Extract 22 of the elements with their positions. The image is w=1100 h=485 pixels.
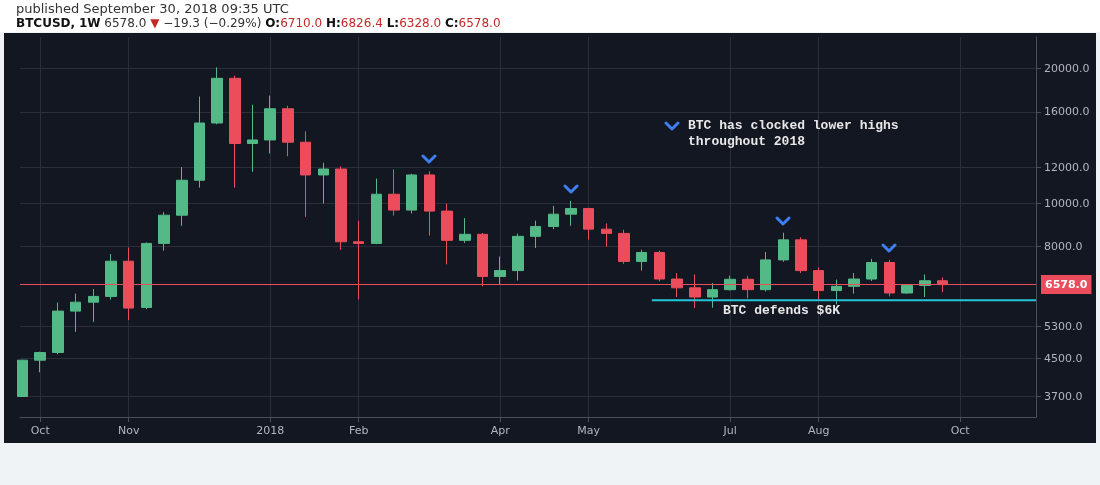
x-tick-label: Nov [117, 424, 140, 437]
y-tick-label: 12000.0 [1044, 161, 1090, 175]
x-tick-label: Apr [490, 424, 511, 437]
y-tick-label: 16000.0 [1044, 105, 1090, 119]
y-tick-label: 10000.0 [1044, 196, 1090, 210]
x-tick-label: May [577, 424, 601, 437]
ref-line-label: 6578.0 [1045, 278, 1088, 292]
y-tick-label: 4500.0 [1044, 351, 1083, 365]
text: BTCUSD, 1W 6578.0 ▼ −19.3 (−0.29%) O:6710.0 H:6826.4 L:6328.0 C:6578.0 [16, 16, 501, 30]
x-tick-label: Jul [722, 424, 737, 437]
annotation: BTC has clocked lower highs throughout 2018 [688, 118, 900, 150]
chart-title: published September 30, 2018 09:35 UTC [16, 1, 289, 16]
x-tick-label: 2018 [256, 424, 285, 437]
x-tick-label: Oct [30, 424, 51, 437]
annotation: BTC defends $6K [723, 303, 842, 319]
y-tick-label: 8000.0 [1044, 240, 1083, 254]
x-tick-label: Aug [807, 424, 830, 437]
x-tick-label: Feb [348, 424, 369, 437]
y-tick-label: 3700.0 [1044, 390, 1083, 404]
y-tick-label: 20000.0 [1044, 61, 1090, 75]
x-tick-label: Oct [950, 424, 971, 437]
y-tick-label: 5300.0 [1044, 320, 1083, 334]
